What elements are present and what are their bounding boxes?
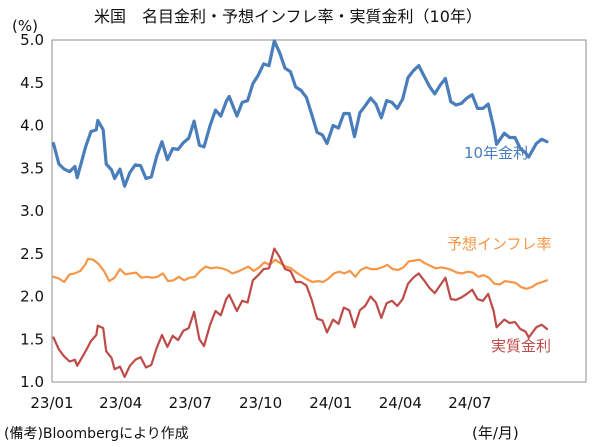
y-tick-label: 4.5: [20, 74, 44, 92]
x-tick-label: 23/07: [169, 394, 212, 412]
x-tick-label: 23/04: [99, 394, 142, 412]
x-tick-label: 23/10: [239, 394, 282, 412]
y-tick-label: 2.0: [20, 288, 44, 306]
label-nominal-yield-10y: 10年金利: [464, 144, 528, 162]
nominal-yield-10y-line: [51, 39, 549, 188]
label-real-yield: 実質金利: [491, 337, 551, 355]
y-tick-label: 1.0: [20, 373, 44, 391]
series-lines: [51, 39, 549, 378]
x-axis: 23/01 23/04 23/07 23/10 24/01 24/04 24/07: [30, 394, 491, 412]
x-tick-label: 24/07: [448, 394, 491, 412]
y-tick-label: 3.5: [20, 159, 44, 177]
x-axis-unit: (年/月): [472, 424, 519, 442]
y-axis-unit: (%): [12, 17, 38, 35]
expected-inflation-line: [52, 257, 549, 290]
y-tick-label: 5.0: [20, 31, 44, 49]
y-tick-label: 3.0: [20, 202, 44, 220]
y-tick-label: 1.5: [20, 330, 44, 348]
x-tick-label: 24/01: [309, 394, 352, 412]
y-tick-label: 4.0: [20, 117, 44, 135]
y-axis: 1.0 1.5 2.0 2.5 3.0 3.5 4.0 4.5 5.0: [20, 31, 44, 391]
chart-title: 米国 名目金利・予想インフレ率・実質金利（10年）: [94, 7, 482, 26]
label-expected-inflation: 予想インフレ率: [447, 235, 552, 253]
plot-frame: [51, 39, 587, 383]
source-note: (備考)Bloombergにより作成: [4, 426, 189, 442]
real-yield-line: [52, 247, 549, 378]
x-tick-label: 23/01: [30, 394, 73, 412]
y-tick-label: 2.5: [20, 245, 44, 263]
x-tick-label: 24/04: [379, 394, 422, 412]
